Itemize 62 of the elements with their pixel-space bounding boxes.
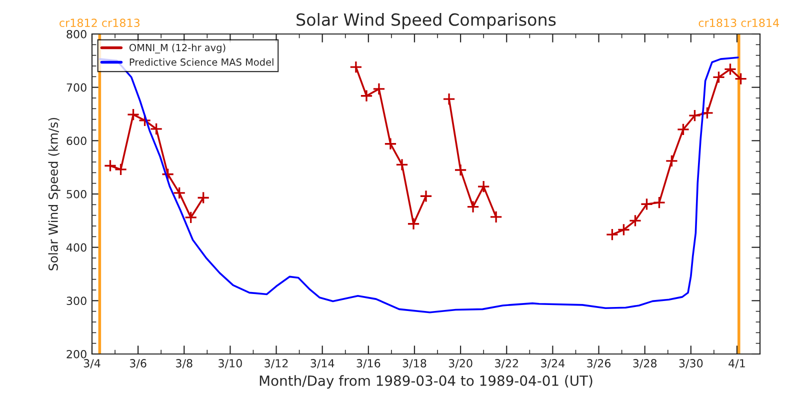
- x-tick-label: 3/26: [587, 359, 611, 368]
- y-tick-label: 200: [66, 350, 86, 358]
- ref-line-label: cr1813 cr1814: [698, 18, 779, 28]
- point: [617, 223, 630, 236]
- y-tick-label: 700: [66, 83, 86, 92]
- x-tick-label: 3/24: [541, 359, 565, 368]
- point: [407, 217, 420, 230]
- point: [724, 62, 737, 76]
- point: [490, 210, 502, 224]
- x-tick-label: 3/6: [130, 359, 146, 368]
- point: [734, 72, 748, 86]
- point: [138, 114, 152, 127]
- chart-title: Solar Wind Speed Comparisons: [296, 13, 556, 30]
- x-tick-label: 3/30: [679, 359, 703, 368]
- legend-label: OMNI_M (12-hr avg): [129, 44, 226, 54]
- point: [350, 60, 362, 74]
- x-tick-label: 3/10: [218, 359, 242, 368]
- point: [396, 158, 408, 172]
- point: [104, 159, 117, 172]
- point: [442, 92, 456, 106]
- point: [360, 89, 373, 102]
- point: [466, 200, 480, 214]
- point: [126, 108, 140, 121]
- x-tick-label: 3/16: [356, 359, 380, 368]
- y-tick-label: 400: [66, 243, 86, 252]
- point: [420, 190, 432, 203]
- y-tick-label: 600: [66, 136, 86, 146]
- x-tick-label: 4/1: [728, 359, 745, 368]
- point: [477, 180, 490, 193]
- point: [161, 168, 174, 181]
- point: [184, 211, 198, 224]
- x-tick-label: 3/18: [402, 359, 426, 368]
- point: [606, 228, 619, 241]
- x-axis-title: Month/Day from 1989-03-04 to 1989-04-01 (UT): [260, 375, 592, 389]
- y-axis-title: Solar Wind Speed (km/s): [48, 118, 60, 270]
- y-tick-label: 300: [66, 296, 86, 306]
- x-tick-label: 3/8: [176, 359, 192, 368]
- x-tick-label: 3/12: [264, 359, 288, 368]
- point: [384, 137, 397, 150]
- point: [372, 82, 386, 96]
- point: [688, 109, 702, 122]
- point: [665, 154, 678, 168]
- point: [114, 163, 128, 176]
- point: [676, 123, 690, 136]
- point: [454, 164, 467, 176]
- point: [628, 214, 642, 228]
- point: [196, 191, 210, 204]
- point: [652, 196, 666, 209]
- x-tick-label: 3/20: [448, 359, 472, 368]
- ref-line-label: cr1812 cr1813: [60, 18, 140, 28]
- x-tick-label: 3/22: [494, 359, 518, 368]
- y-tick-label: 800: [66, 30, 86, 38]
- legend-label: Predictive Science MAS Model: [130, 58, 274, 66]
- point: [640, 198, 654, 211]
- point: [150, 122, 163, 136]
- point: [712, 70, 726, 84]
- x-tick-label: 3/4: [84, 359, 100, 368]
- x-tick-label: 3/14: [310, 359, 334, 368]
- y-tick-label: 500: [66, 190, 86, 198]
- x-tick-label: 3/28: [633, 359, 657, 368]
- point: [172, 186, 186, 200]
- point: [700, 106, 714, 120]
